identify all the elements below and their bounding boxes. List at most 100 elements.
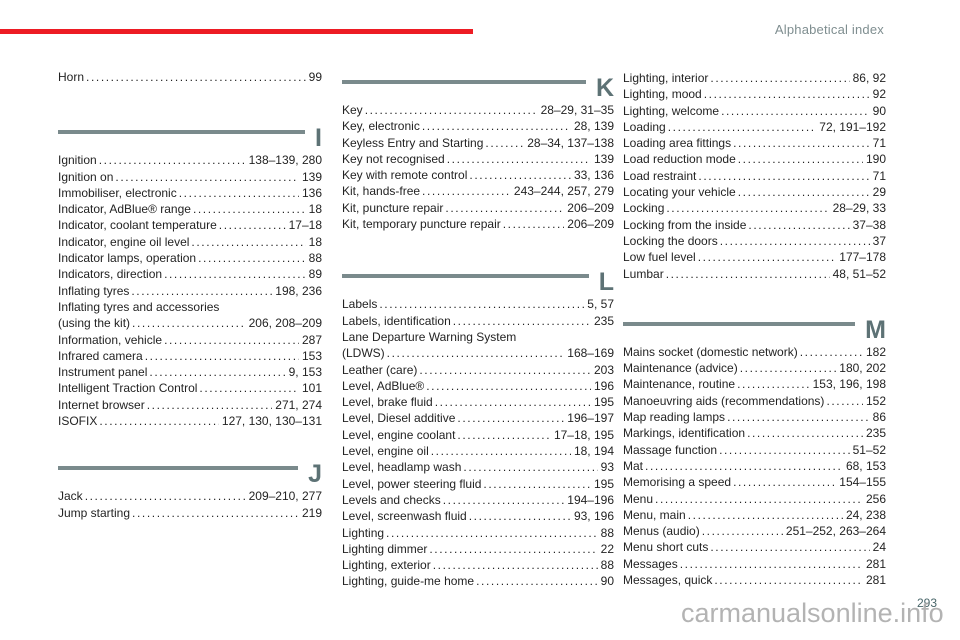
section-letter: L (598, 268, 614, 297)
entry-pages: 18 (308, 234, 322, 249)
entry-label: Immobiliser, electronic (58, 185, 177, 200)
watermark-text: carmanualsonline.info (681, 598, 944, 628)
section-rule (342, 274, 589, 279)
index-entry: (LDWS) 168–169 (342, 345, 614, 361)
entry-pages: 136 (301, 185, 322, 200)
dot-leader (179, 185, 299, 201)
entry-pages: 194–196 (567, 492, 614, 507)
entry-label: Lighting, welcome (623, 103, 720, 118)
dot-leader (680, 556, 863, 572)
dot-leader (85, 488, 246, 504)
index-entry: Key not recognised 139 (342, 151, 614, 167)
dot-leader (99, 413, 219, 429)
entry-pages: 139 (593, 151, 614, 166)
index-entry: Lane Departure Warning System (342, 329, 614, 345)
entry-pages: 71 (872, 168, 886, 183)
dot-leader (721, 103, 870, 119)
entry-label: Level, Diesel additive (342, 411, 456, 426)
index-entry: Level, brake fluid 195 (342, 394, 614, 410)
entry-pages: 182 (865, 344, 886, 359)
index-entry: Leather (care) 203 (342, 362, 614, 378)
entry-pages: 243–244, 257, 279 (513, 184, 614, 199)
entry-label: Level, engine oil (342, 444, 429, 459)
entry-label: Manoeuvring aids (recommendations) (623, 393, 825, 408)
entry-pages: 206–209 (567, 200, 614, 215)
entry-pages: 86, 92 (852, 71, 886, 85)
entry-pages: 196 (593, 378, 614, 393)
entry-label: Instrument panel (58, 365, 148, 380)
entry-label: Infrared camera (58, 348, 143, 363)
entry-label: Load reduction mode (623, 152, 736, 167)
entry-label: Indicator lamps, operation (58, 251, 197, 266)
entry-label: Labels, identification (342, 313, 451, 328)
dot-leader (453, 313, 591, 329)
entry-label: Leather (care) (342, 362, 418, 377)
entry-pages: 90 (600, 574, 614, 589)
dot-leader (698, 168, 869, 184)
entry-pages: 93 (600, 460, 614, 475)
section-rule (58, 130, 306, 135)
entry-label: Locating your vehicle (623, 185, 736, 200)
index-entry: Maintenance (advice) 180, 202 (623, 360, 886, 376)
index-entry: Low fuel level 177–178 (623, 249, 886, 265)
index-entry: Menu short cuts 24 (623, 539, 886, 555)
index-entry: Manoeuvring aids (recommendations) 152 (623, 393, 886, 409)
entry-pages: 68, 153 (845, 458, 886, 473)
entry-label: Level, power steering fluid (342, 476, 482, 491)
dot-leader (704, 86, 870, 102)
entry-label: Massage function (623, 442, 718, 457)
entry-label: Intelligent Traction Control (58, 381, 198, 396)
entry-pages: 196–197 (567, 411, 614, 426)
entry-label: Markings, identification (623, 426, 746, 441)
index-entry: Key with remote control 33, 136 (342, 167, 614, 183)
entry-pages: 22 (600, 541, 614, 556)
index-entry: Mains socket (domestic network) 182 (623, 344, 886, 360)
dot-leader (386, 525, 598, 541)
dot-leader (447, 151, 591, 167)
entry-pages: 93, 196 (573, 509, 614, 524)
dot-leader (426, 378, 591, 394)
dot-leader (131, 283, 272, 299)
entry-label: Menus (audio) (623, 524, 700, 539)
entry-pages: 153, 196, 198 (812, 377, 886, 392)
dot-leader (710, 539, 869, 555)
entry-pages: 71 (872, 136, 886, 151)
entry-label: Indicator, AdBlue® range (58, 202, 191, 217)
entry-pages: 37–38 (852, 217, 886, 232)
index-entry: Jump starting 219 (58, 505, 322, 521)
index-entry: Massage function 51–52 (623, 442, 886, 458)
entry-pages: 127, 130, 130–131 (221, 414, 322, 429)
entry-label: Memorising a speed (623, 475, 732, 490)
dot-leader (469, 167, 571, 183)
dot-leader (433, 557, 598, 573)
entry-pages: 24 (872, 540, 886, 555)
entry-pages: 17–18, 195 (553, 427, 614, 442)
index-entry: Labels, identification 235 (342, 313, 614, 329)
dot-leader (193, 201, 306, 217)
entry-label: Kit, puncture repair (342, 200, 444, 215)
dot-leader (727, 409, 870, 425)
entry-label: Inflating tyres (58, 283, 130, 298)
index-entry: Level, engine coolant 17–18, 195 (342, 427, 614, 443)
dot-leader (149, 364, 285, 380)
index-entry: Horn 99 (58, 69, 322, 85)
dot-leader (463, 459, 597, 475)
entry-pages: 198, 236 (275, 283, 322, 298)
index-entry: Indicator lamps, operation 88 (58, 250, 322, 266)
index-entry: Level, power steering fluid 195 (342, 476, 614, 492)
dot-leader (199, 380, 299, 396)
index-entry: Indicator, AdBlue® range 18 (58, 201, 322, 217)
entry-label: Mains socket (domestic network) (623, 344, 798, 359)
entry-pages: 88 (308, 251, 322, 266)
entry-pages: 195 (593, 476, 614, 491)
index-entries-group: Lighting, interior 86, 92 Lighting, mood 92… (623, 70, 886, 282)
entry-label: Information, vehicle (58, 332, 163, 347)
index-entry: Locking from the inside 37–38 (623, 217, 886, 233)
entry-label: Low fuel level (623, 250, 696, 265)
entry-label: Level, engine coolant (342, 427, 456, 442)
section-header-K: K (342, 76, 614, 101)
dot-leader (698, 249, 837, 265)
entry-pages: 287 (301, 332, 322, 347)
